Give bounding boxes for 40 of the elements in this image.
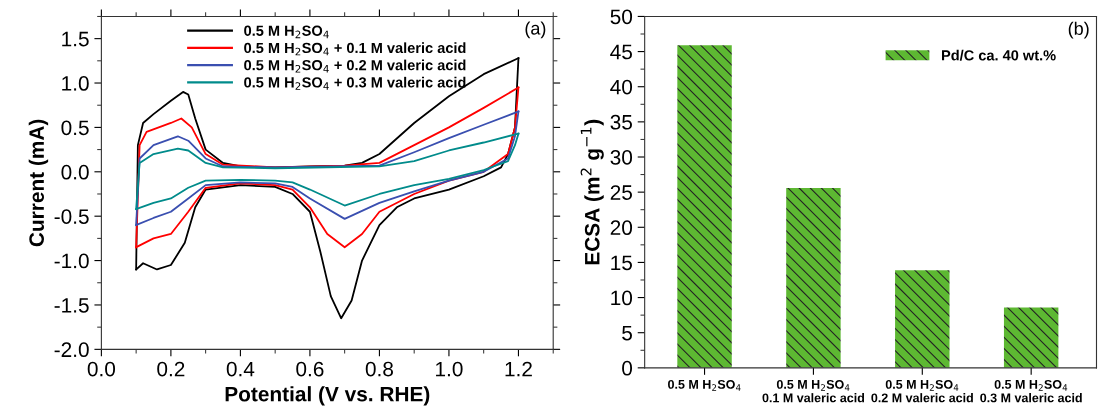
legend-label: Pd/C ca. 40 wt.% <box>942 49 1056 61</box>
y-axis-title: ECSA (m$^{2}$ g$^{−1}$) <box>580 119 604 265</box>
y-tick-label: 1.0 <box>62 76 89 91</box>
y-tick-label: 25 <box>610 185 632 200</box>
y-tick-label: -1.0 <box>54 253 89 269</box>
y-tick-label: 45 <box>610 44 632 60</box>
y-tick-label: 0 <box>622 360 633 376</box>
x-tick-label: 0.5 M H$_{2}$SO$_{4}$ 0.2 M valeric acid <box>871 379 973 403</box>
y-axis-title: Current (mA) <box>28 119 49 247</box>
legend-label: 0.5 M H$_{2}$SO$_{4}$ <box>244 25 329 39</box>
y-tick-label: 0.0 <box>61 164 89 180</box>
legend-label: 0.5 M H$_{2}$SO$_{4}$ + 0.2 M valeric acid <box>244 59 466 73</box>
y-tick-label: 50 <box>610 9 633 25</box>
y-tick-label: 40 <box>610 79 633 95</box>
annotation: (a) <box>525 21 546 39</box>
x-tick-label: 0.6 <box>296 361 324 377</box>
x-tick-label: 0.0 <box>87 361 116 377</box>
x-tick-label: 0.5 M H$_{2}$SO$_{4}$ 0.3 M valeric acid <box>980 379 1082 403</box>
y-tick-label: -0.5 <box>54 209 89 224</box>
y-tick-label: -1.5 <box>54 298 89 313</box>
x-tick-label: 0.5 M H$_{2}$SO$_{4}$ <box>668 379 741 391</box>
x-tick-label: 0.2 <box>157 361 185 377</box>
y-tick-label: 0.5 <box>61 120 89 136</box>
x-tick-label: 0.4 <box>226 361 255 377</box>
y-tick-label: 5 <box>622 325 632 341</box>
y-tick-label: -2.0 <box>54 342 89 358</box>
x-tick-label: 0.8 <box>365 361 393 377</box>
x-tick-label: 1.0 <box>436 361 463 377</box>
x-tick-label: 1.2 <box>505 361 532 377</box>
y-tick-label: 15 <box>611 255 632 271</box>
y-tick-label: 30 <box>610 150 633 165</box>
y-tick-label: 10 <box>611 290 633 306</box>
y-tick-label: 1.5 <box>62 31 89 47</box>
x-axis-title: Potential (V vs. RHE) <box>225 386 430 406</box>
y-tick-label: 20 <box>610 220 633 236</box>
annotation: (b) <box>1068 21 1089 39</box>
legend-label: 0.5 M H$_{2}$SO$_{4}$ + 0.3 M valeric acid <box>244 76 466 90</box>
y-tick-label: 35 <box>610 114 632 130</box>
x-tick-label: 0.5 M H$_{2}$SO$_{4}$ 0.1 M valeric acid <box>762 379 865 403</box>
legend-label: 0.5 M H$_{2}$SO$_{4}$ + 0.1 M valeric acid <box>244 42 466 56</box>
